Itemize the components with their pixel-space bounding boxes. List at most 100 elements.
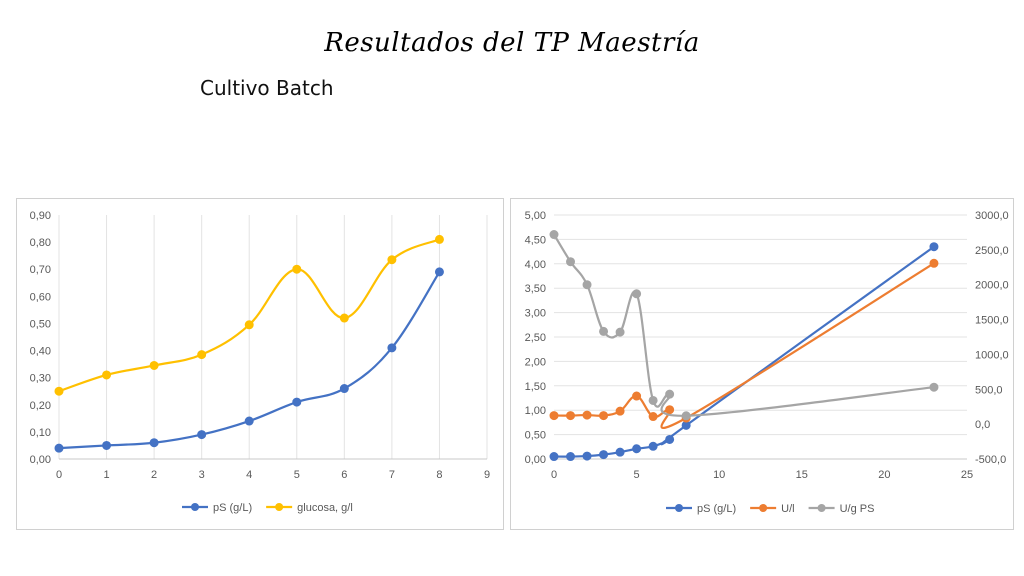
y-tick-label: 0,40 xyxy=(30,346,51,358)
data-point xyxy=(615,327,625,337)
data-point xyxy=(339,313,349,323)
y-tick-label: 0,90 xyxy=(30,210,51,222)
data-point xyxy=(197,350,207,360)
data-point xyxy=(102,370,112,380)
y-tick-label: 2,00 xyxy=(525,356,546,368)
data-point xyxy=(929,258,939,268)
y-tick-label: 0,10 xyxy=(30,427,51,439)
x-tick-label: 20 xyxy=(878,469,890,481)
x-tick-label: 15 xyxy=(796,469,808,481)
data-point xyxy=(292,264,302,274)
y-tick-label: 3,50 xyxy=(525,283,546,295)
data-point xyxy=(648,395,658,405)
x-tick-label: 0 xyxy=(56,469,62,481)
y-tick-label: 3,00 xyxy=(525,308,546,320)
data-point xyxy=(665,434,675,444)
chart-ps-ul-ugps: 0 5 10 15 20 25 0,00 0,50 1,00 1,50 2,00 2,50 3,00 3,… xyxy=(525,210,1009,515)
chart-panel-right: 0 5 10 15 20 25 0,00 0,50 1,00 1,50 2,00 2,50 3,00 3,… xyxy=(510,198,1014,530)
data-point xyxy=(387,343,397,353)
data-point xyxy=(292,397,302,407)
data-point xyxy=(566,257,576,267)
y2-tick-label: 0,0 xyxy=(975,419,990,431)
x-tick-label: 8 xyxy=(436,469,442,481)
data-point xyxy=(665,405,675,415)
y2-tick-label: 2500,0 xyxy=(975,245,1009,257)
y-tick-label: 1,00 xyxy=(525,405,546,417)
data-point xyxy=(681,420,691,430)
x-tick-label: 7 xyxy=(389,469,395,481)
data-point xyxy=(54,386,64,396)
data-point xyxy=(244,416,254,426)
legend-label: glucosa, g/l xyxy=(297,502,353,514)
y-tick-label: 0,70 xyxy=(30,264,51,276)
x-tick-label: 0 xyxy=(551,469,557,481)
data-point xyxy=(599,411,609,421)
legend-label: U/l xyxy=(781,503,794,515)
legend-swatch-marker xyxy=(275,503,284,511)
data-point xyxy=(582,410,592,420)
data-point xyxy=(615,406,625,416)
y-tick-label: 0,80 xyxy=(30,237,51,249)
data-point xyxy=(549,230,559,240)
data-point xyxy=(665,389,675,399)
data-point xyxy=(149,360,159,370)
data-point xyxy=(582,451,592,461)
y-tick-label: 2,50 xyxy=(525,332,546,344)
chart-panel-left: 0 1 2 3 4 5 6 7 8 9 0,00 0,10 0,20 0,30 0,40 0,50 0,60 0,… xyxy=(16,198,504,530)
data-point xyxy=(599,450,609,460)
data-point xyxy=(549,411,559,421)
x-tick-label: 3 xyxy=(199,469,205,481)
x-tick-label: 6 xyxy=(341,469,347,481)
legend-label: U/g PS xyxy=(840,503,875,515)
data-point xyxy=(566,452,576,462)
y-tick-label: 0,60 xyxy=(30,291,51,303)
y-tick-label: 4,50 xyxy=(525,234,546,246)
page-title: Resultados del TP Maestría xyxy=(324,28,700,58)
x-tick-label: 4 xyxy=(246,469,252,481)
x-tick-label: 5 xyxy=(294,469,300,481)
data-point xyxy=(648,441,658,451)
y-tick-label: 0,20 xyxy=(30,400,51,412)
data-point xyxy=(244,320,254,330)
data-point xyxy=(387,255,397,265)
x-tick-label: 10 xyxy=(713,469,725,481)
series-line xyxy=(553,245,935,458)
y-tick-label: 0,50 xyxy=(30,318,51,330)
legend-swatch-marker xyxy=(675,504,683,512)
y2-tick-label: 2000,0 xyxy=(975,280,1009,292)
y-tick-label: 1,50 xyxy=(525,381,546,393)
data-point xyxy=(149,438,159,448)
y2-tick-label: 1000,0 xyxy=(975,349,1009,361)
data-point xyxy=(549,452,559,462)
data-point xyxy=(582,280,592,290)
data-point xyxy=(929,382,939,392)
data-point xyxy=(54,443,64,453)
data-point xyxy=(648,412,658,422)
data-point xyxy=(339,384,349,394)
series-line xyxy=(58,238,440,393)
y2-tick-label: 3000,0 xyxy=(975,210,1009,222)
y-tick-label: 5,00 xyxy=(525,210,546,222)
data-point xyxy=(599,326,609,336)
data-point xyxy=(102,440,112,450)
y-tick-label: 0,30 xyxy=(30,373,51,385)
data-point xyxy=(929,242,939,252)
legend-swatch-marker xyxy=(759,504,768,512)
y2-tick-label: 1500,0 xyxy=(975,315,1009,327)
y-tick-label: 4,00 xyxy=(525,259,546,271)
series-line xyxy=(553,233,935,417)
legend-swatch-marker xyxy=(817,504,826,512)
x-tick-label: 9 xyxy=(484,469,490,481)
page-subtitle: Cultivo Batch xyxy=(200,76,334,100)
data-point xyxy=(434,267,444,277)
data-point xyxy=(197,430,207,440)
x-tick-label: 2 xyxy=(151,469,157,481)
chart-ps-glucosa: 0 1 2 3 4 5 6 7 8 9 0,00 0,10 0,20 0,30 0,40 0,50 0,60 0,… xyxy=(30,210,490,514)
y-tick-label: 0,00 xyxy=(525,454,546,466)
y2-tick-label: -500,0 xyxy=(975,454,1006,466)
legend-label: pS (g/L) xyxy=(213,502,252,514)
data-point xyxy=(566,411,576,421)
y-tick-label: 0,00 xyxy=(30,454,51,466)
x-tick-label: 5 xyxy=(634,469,640,481)
data-point xyxy=(632,391,642,401)
